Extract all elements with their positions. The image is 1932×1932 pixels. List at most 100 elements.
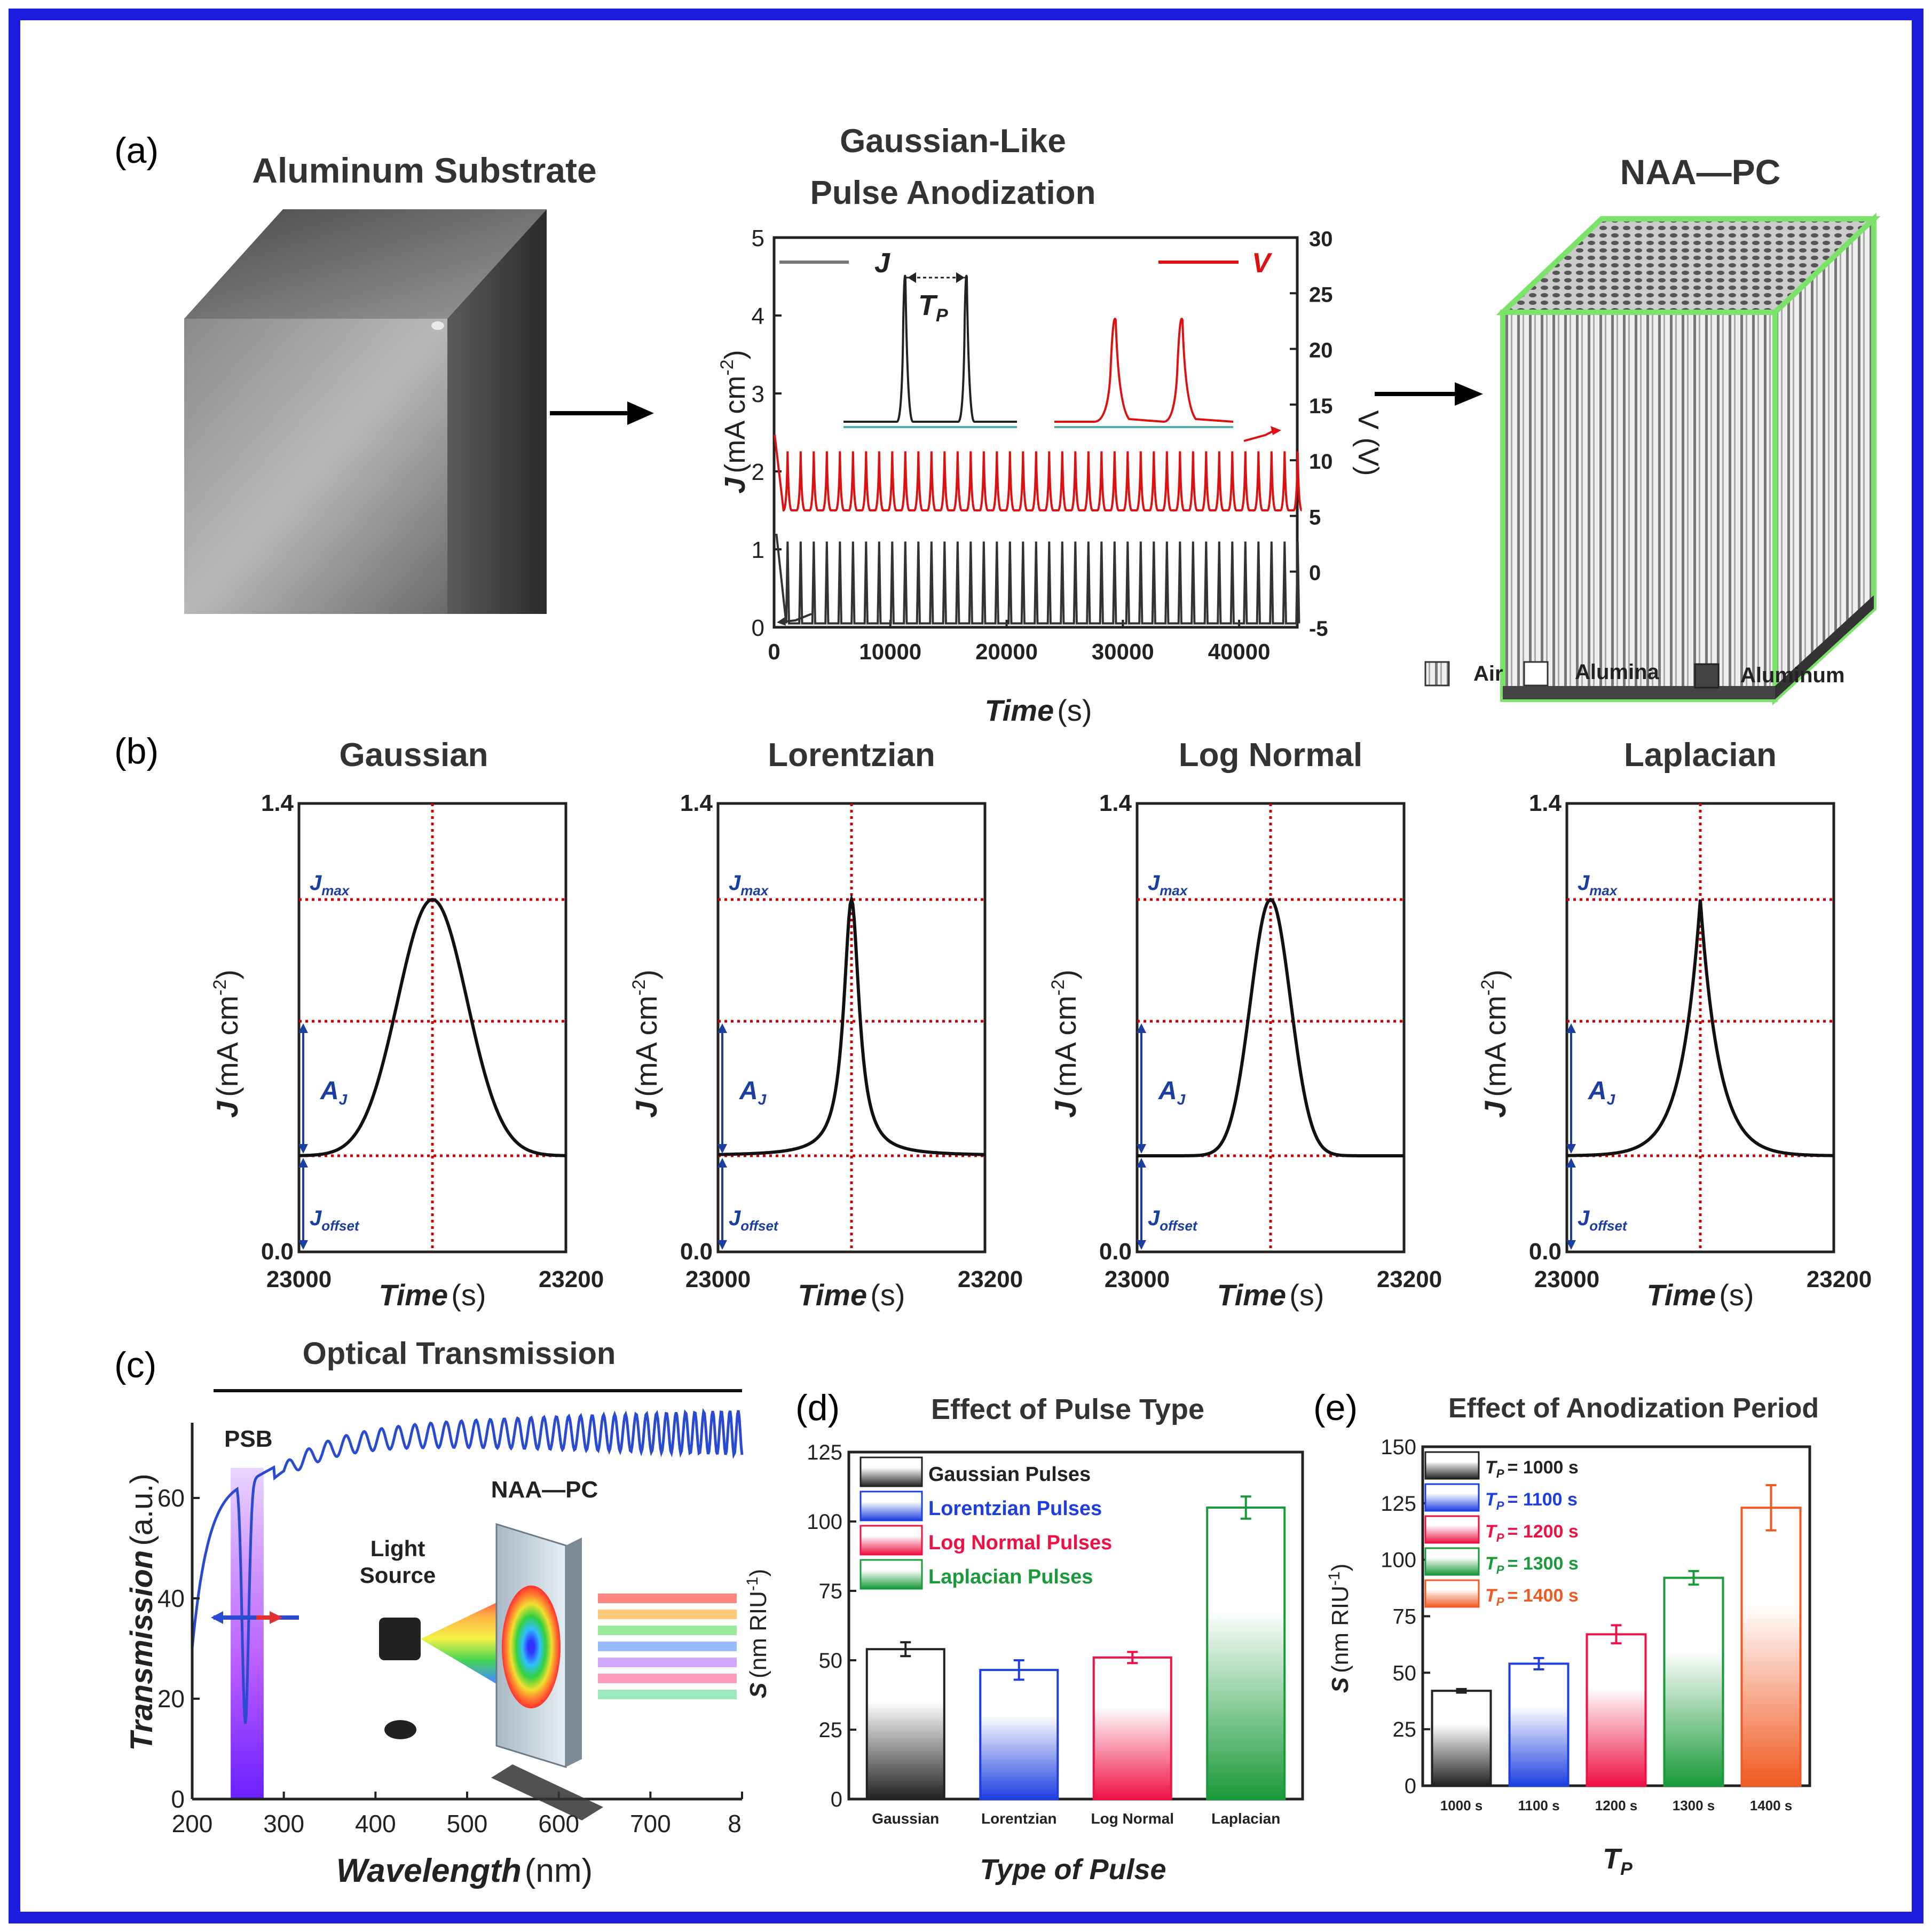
chart-c-ytick-label: 0	[171, 1785, 185, 1813]
chart-c-ylabel: Transmission(a.u.)	[124, 1473, 159, 1750]
chart-c-xtick-label: 400	[355, 1810, 396, 1838]
chart-b-ytick-label: 1.4	[1529, 790, 1562, 816]
psb-label: PSB	[224, 1426, 272, 1452]
chartE-bar	[1586, 1633, 1647, 1787]
chartD-legend: Gaussian Pulses Lorentzian Pulses Log Norm…	[859, 1456, 1112, 1590]
chartE-bar	[1663, 1576, 1724, 1787]
chart-a-xtick-label: 20000	[975, 639, 1038, 664]
chart-b-ytick-label: 0.0	[1529, 1239, 1562, 1265]
jmax-label: Jmax	[310, 871, 350, 898]
chart-b-xtick-label: 23000	[1105, 1266, 1170, 1292]
rainbow-rings	[502, 1586, 561, 1708]
chart-b-xtick-label: 23000	[1534, 1266, 1599, 1292]
chart-a-ytick-label: 5	[752, 225, 764, 251]
joffset-label: Joffset	[310, 1206, 360, 1234]
chart-b-xtick-label: 23200	[1377, 1266, 1442, 1292]
chartE-ytick-label: 100	[1381, 1549, 1416, 1572]
chart-b-xlabel: Time (s)	[1647, 1278, 1754, 1312]
aj-label: AJ	[1158, 1077, 1186, 1108]
chartD-category-label: Laplacian	[1211, 1810, 1280, 1827]
chartE-legend-label: TP = 1100 s	[1485, 1489, 1578, 1512]
chart-a-xtick-label: 40000	[1208, 639, 1271, 664]
chart-c-ytick-label: 60	[157, 1484, 185, 1512]
legend-alumina: Alumina	[1575, 660, 1660, 684]
chartE-category-label: 1400 s	[1750, 1797, 1793, 1813]
chart-e-xlabel: TP	[1603, 1843, 1633, 1879]
panel-a-label: (a)	[114, 130, 159, 171]
light-source-line1: Light	[370, 1536, 425, 1561]
chart-a-ytick-right-label: 25	[1309, 283, 1333, 306]
chart-c-xtick-label: 700	[630, 1810, 671, 1838]
chart-b-pulse-curve	[1567, 899, 1834, 1157]
chart-a-xtick-label: 0	[768, 639, 780, 664]
chart-b-ytick-label: 0.0	[261, 1239, 294, 1265]
chart-a-ytick-label: 4	[752, 303, 764, 329]
naa-pc-title: NAA—PC	[1620, 152, 1781, 192]
chart-b-xtick-label: 23200	[1807, 1266, 1872, 1292]
inset-j-pulses	[843, 274, 1017, 423]
chart-b-xlabel: Time (s)	[798, 1278, 905, 1312]
chart-a-ytick-label: 2	[752, 459, 764, 485]
chart-a-ylabel-right: V (V)	[1352, 410, 1384, 476]
chartE-legend-swatch	[1424, 1515, 1480, 1544]
chartE-bar	[1431, 1690, 1492, 1787]
joffset-label: Joffset	[729, 1206, 779, 1234]
chart-a-ytick-right-label: 15	[1309, 395, 1333, 418]
chartD-legend-label: Log Normal Pulses	[928, 1532, 1112, 1554]
chartD-legend-label: Laplacian Pulses	[928, 1566, 1093, 1588]
joffset-label: Joffset	[1578, 1206, 1628, 1234]
chart-a-title-line1: Gaussian-Like	[840, 123, 1066, 160]
chartE-legend-label: TP = 1300 s	[1485, 1554, 1579, 1576]
chartD-bar	[865, 1648, 945, 1800]
chart-c-ytick-label: 20	[157, 1685, 185, 1713]
chartE-category-label: 1100 s	[1518, 1797, 1559, 1813]
air-swatch	[1424, 661, 1450, 687]
chart-a-ylabel: J(mA cm-2)	[717, 350, 751, 493]
chartD-category-label: Lorentzian	[981, 1810, 1057, 1827]
chart-b-ylabel: J(mA cm-2)	[629, 969, 663, 1118]
chartD-legend-swatch	[859, 1559, 923, 1590]
aj-label: AJ	[1588, 1077, 1616, 1108]
arrow-right-1	[550, 401, 654, 425]
chartD-category-label: Gaussian	[872, 1810, 939, 1827]
panel-e-label: (e)	[1313, 1387, 1358, 1428]
inset-v-pulses	[1054, 318, 1234, 423]
chart-b-xtick-label: 23000	[266, 1266, 332, 1292]
chartD-bar	[1206, 1507, 1286, 1800]
chart-a: 0 1 2 3 4 5 -5 0 5 10 15 20 25 30 0 10000 20000 30000 40…	[752, 225, 1333, 664]
chartD-legend-label: Gaussian Pulses	[928, 1463, 1091, 1486]
chart-b-pulse-curve	[1137, 897, 1404, 1157]
chart-c-xtick-label: 8	[728, 1810, 742, 1838]
chartE-legend: TP = 1000 s TP = 1100 s TP = 1200 s TP = 1300 s…	[1424, 1451, 1579, 1608]
materials-legend: Air Alumina Aluminum	[1424, 660, 1845, 689]
chart-e: 0 25 50 75 100 125 150 1000 s 1100 s 1200 s 1300 s…	[1381, 1436, 1811, 1813]
chart-b-ytick-label: 1.4	[1099, 790, 1132, 816]
chartE-legend-label: TP = 1400 s	[1485, 1586, 1579, 1608]
chart-d-title: Effect of Pulse Type	[931, 1393, 1204, 1425]
chart-a-xtick-label: 30000	[1092, 639, 1154, 664]
legend-air: Air	[1473, 662, 1503, 685]
chart-b-ylabel: J(mA cm-2)	[1048, 969, 1082, 1118]
chartD-ytick-label: 75	[819, 1580, 843, 1603]
chart-a-ytick-label: 0	[752, 615, 764, 641]
chart-c-title: Optical Transmission	[303, 1336, 616, 1371]
chartD-ytick-label: 100	[807, 1510, 842, 1534]
aluminum-swatch	[1694, 663, 1720, 689]
chartE-legend-label: TP = 1000 s	[1485, 1457, 1579, 1480]
chart-a-ytick-right-label: 20	[1309, 339, 1333, 362]
jmax-label: Jmax	[1578, 871, 1618, 898]
transmitted-rays	[598, 1594, 737, 1699]
aj-label: AJ	[320, 1077, 348, 1108]
jmax-label: Jmax	[729, 871, 769, 898]
chart-a-ytick-right-label: 30	[1309, 227, 1333, 251]
chart-b-ytick-label: 1.4	[680, 790, 713, 816]
chartE-legend-swatch	[1424, 1451, 1480, 1480]
chartE-legend-swatch	[1424, 1579, 1480, 1608]
chart-d-ylabel: S(nm RIU-1)	[744, 1569, 771, 1698]
chart-b-xtick-label: 23200	[539, 1266, 604, 1292]
chart-c-xtick-label: 500	[447, 1810, 488, 1838]
chartE-ytick-label: 25	[1393, 1718, 1417, 1741]
